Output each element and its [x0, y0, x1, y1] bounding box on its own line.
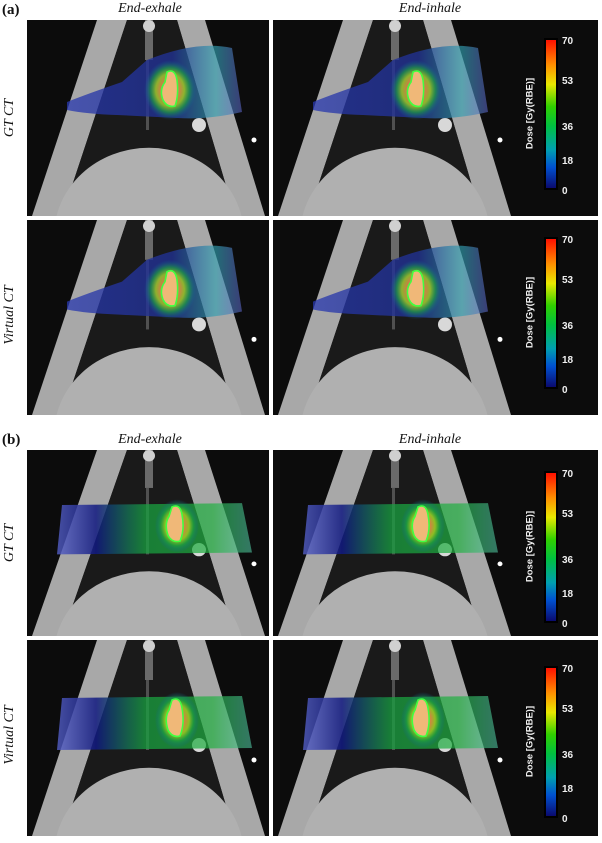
colorbar-tick-53: 53: [562, 275, 574, 286]
colorbar-tick-36: 36: [562, 122, 574, 133]
column-header-end-inhale-b: End-inhale: [398, 432, 462, 447]
ct-image-b-virtual-inhale: [273, 640, 598, 836]
row-label-gt-ct-b: GT CT: [2, 523, 17, 563]
column-header-end-inhale-a: End-inhale: [398, 1, 462, 16]
colorbar-tick-53: 53: [562, 704, 574, 715]
colorbar-tick-36: 36: [562, 750, 574, 761]
colorbar-tick-0: 0: [562, 186, 568, 197]
colorbar-tick-53: 53: [562, 509, 574, 520]
colorbar-tick-36: 36: [562, 555, 574, 566]
colorbar-tick-70: 70: [562, 36, 574, 47]
ct-image-a-gt-exhale: [27, 20, 269, 216]
colorbar-gradient: [544, 471, 558, 623]
ct-image-b-gt-inhale: [273, 450, 598, 636]
colorbar-tick-18: 18: [562, 589, 574, 600]
colorbar-tick-18: 18: [562, 156, 574, 167]
colorbar-tick-18: 18: [562, 784, 574, 795]
colorbar-title: Dose [Gy(RBE)]: [524, 77, 536, 150]
row-label-virtual-ct-a: Virtual CT: [2, 285, 17, 345]
panel-label-a: (a): [2, 2, 20, 18]
dose-colorbar-b-gt: 70 53 36 18 0 Dose [Gy(RBE)]: [525, 469, 592, 630]
colorbar-gradient: [544, 38, 558, 190]
colorbar-title: Dose [Gy(RBE)]: [524, 276, 536, 349]
panel-label-b: (b): [2, 432, 21, 448]
colorbar-gradient: [544, 237, 558, 389]
colorbar-tick-0: 0: [562, 385, 568, 396]
row-label-gt-ct-a: GT CT: [2, 98, 17, 138]
column-header-end-exhale-a: End-exhale: [118, 1, 182, 16]
colorbar-title: Dose [Gy(RBE)]: [524, 705, 536, 778]
colorbar-tick-70: 70: [562, 664, 574, 675]
ct-image-a-gt-inhale: [273, 20, 598, 216]
colorbar-tick-0: 0: [562, 619, 568, 630]
colorbar-tick-53: 53: [562, 76, 574, 87]
ct-image-a-virtual-inhale: [273, 220, 598, 415]
colorbar-tick-36: 36: [562, 321, 574, 332]
dose-colorbar-a-gt: 70 53 36 18 0 Dose [Gy(RBE)]: [525, 36, 592, 197]
ct-image-b-virtual-exhale: [27, 640, 269, 836]
colorbar-gradient: [544, 666, 558, 818]
colorbar-title: Dose [Gy(RBE)]: [524, 510, 536, 583]
ct-image-a-virtual-exhale: [27, 220, 269, 415]
colorbar-tick-70: 70: [562, 235, 574, 246]
dose-colorbar-b-virtual: 70 53 36 18 0 Dose [Gy(RBE)]: [525, 664, 592, 825]
column-header-end-exhale-b: End-exhale: [118, 432, 182, 447]
colorbar-tick-18: 18: [562, 355, 574, 366]
row-label-virtual-ct-b: Virtual CT: [2, 705, 17, 765]
colorbar-tick-70: 70: [562, 469, 574, 480]
dose-colorbar-a-virtual: 70 53 36 18 0 Dose [Gy(RBE)]: [525, 235, 592, 396]
ct-image-b-gt-exhale: [27, 450, 269, 636]
colorbar-tick-0: 0: [562, 814, 568, 825]
